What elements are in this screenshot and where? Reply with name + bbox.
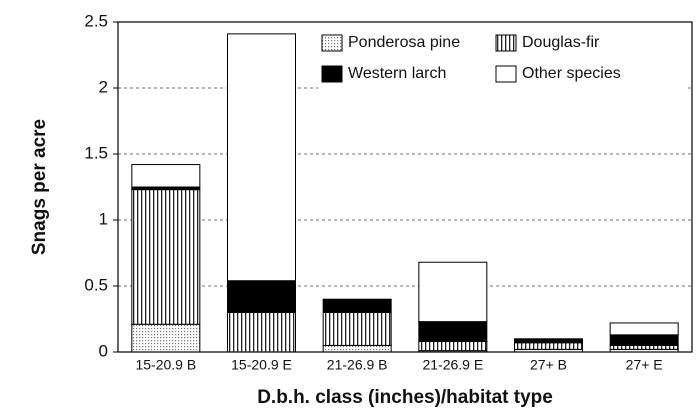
bar-segment: [322, 344, 392, 353]
bar-segment: [227, 280, 296, 313]
x-axis-title: D.b.h. class (inches)/habitat type: [257, 387, 553, 408]
legend-label: Douglas-fir: [522, 34, 600, 51]
x-tick-label: 21-26.9 E: [422, 357, 483, 373]
bar-segment: [514, 342, 583, 350]
bar-segment: [609, 334, 679, 346]
x-tick-label: 27+ E: [626, 357, 663, 373]
y-axis-title: Snags per acre: [29, 119, 50, 255]
y-tick-label: 2.5: [84, 11, 108, 30]
bar-segment: [227, 311, 296, 353]
bar-segment: [609, 344, 679, 350]
y-tick-label: 2: [99, 77, 108, 96]
x-tick-label: 15-20.9 B: [135, 357, 196, 373]
bar-segment: [514, 338, 583, 344]
bar-segment: [418, 261, 488, 323]
y-tick-label: 0.5: [84, 275, 108, 294]
bar-segment: [131, 189, 201, 325]
bar-segment: [131, 164, 201, 188]
y-tick-label: 0: [99, 341, 108, 360]
bar-segment: [227, 33, 296, 282]
y-tick-label: 1.5: [84, 143, 108, 162]
legend-swatch: [321, 65, 343, 83]
bar-segment: [131, 323, 201, 353]
legend-label: Ponderosa pine: [348, 34, 460, 51]
bar-segment: [609, 322, 679, 336]
plot-frame: [117, 21, 693, 353]
x-tick-label: 21-26.9 B: [327, 357, 388, 373]
legend-swatch: [495, 65, 517, 83]
bar-segment: [322, 298, 392, 313]
legend-swatch: [321, 34, 343, 52]
legend-label: Western larch: [348, 65, 446, 82]
bar-segment: [418, 321, 488, 342]
x-tick-label: 15-20.9 E: [231, 357, 292, 373]
legend-label: Other species: [522, 65, 621, 82]
bar-segment: [418, 340, 488, 352]
bar-segment: [322, 311, 392, 346]
legend-swatch: [495, 34, 517, 52]
y-tick-label: 1: [99, 209, 108, 228]
x-tick-label: 27+ B: [530, 357, 567, 373]
